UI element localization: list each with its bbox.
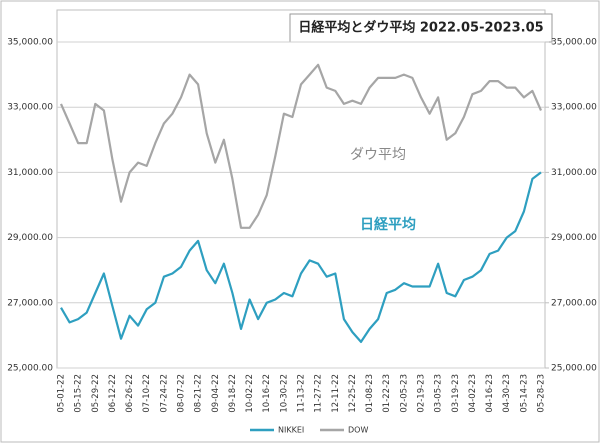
- x-tick-label: 12-25-22: [348, 374, 358, 413]
- x-tick-label: 08-21-22: [194, 374, 204, 413]
- x-tick-label: 10-16-22: [262, 374, 272, 413]
- y2-tick-label: 27,000.00: [551, 298, 597, 308]
- y2-tick-label: 29,000.00: [551, 233, 597, 243]
- x-tick-label: 04-02-23: [468, 374, 478, 413]
- series-line: [60, 171, 542, 343]
- y2-tick-label: 31,000.00: [551, 168, 597, 178]
- y-tick-label: 35,000.00: [7, 38, 53, 48]
- x-tick-label: 05-15-22: [74, 374, 84, 413]
- x-tick-label: 09-04-22: [211, 374, 221, 413]
- x-tick-label: 11-27-22: [314, 374, 324, 413]
- x-tick-label: 05-01-22: [57, 374, 67, 413]
- x-tick-label: 04-30-23: [502, 374, 512, 413]
- x-tick-label: 05-14-23: [519, 374, 529, 413]
- series-line: [59, 63, 543, 229]
- y-tick-label: 29,000.00: [7, 233, 53, 243]
- y2-tick-label: 35,000.00: [551, 38, 597, 48]
- chart-title: 日経平均とダウ平均 2022.05-2023.05: [298, 20, 543, 36]
- title-box: [289, 13, 553, 43]
- x-tick-label: 03-19-23: [451, 374, 461, 413]
- y-tick-label: 31,000.00: [7, 168, 53, 178]
- legend-label: NIKKEI: [278, 426, 304, 435]
- x-tick-label: 07-24-22: [159, 374, 169, 413]
- y2-tick-label: 25,000.00: [551, 364, 597, 374]
- x-tick-label: 09-18-22: [228, 374, 238, 413]
- x-tick-label: 06-26-22: [125, 374, 135, 413]
- x-tick-label: 05-28-23: [537, 374, 547, 413]
- x-tick-label: 03-05-23: [434, 374, 444, 413]
- x-tick-label: 10-02-22: [245, 374, 255, 413]
- x-tick-label: 02-05-23: [399, 374, 409, 413]
- x-tick-label: 10-30-22: [279, 374, 289, 413]
- y-tick-label: 25,000.00: [7, 364, 53, 374]
- y-tick-label: 33,000.00: [7, 103, 53, 113]
- x-tick-label: 04-16-23: [485, 374, 495, 413]
- y-tick-label: 27,000.00: [7, 298, 53, 308]
- x-tick-label: 12-11-22: [331, 374, 341, 413]
- x-tick-label: 02-19-23: [417, 374, 427, 413]
- x-tick-label: 11-13-22: [297, 374, 307, 413]
- legend-label: DOW: [348, 426, 368, 435]
- annotation: 日経平均: [360, 216, 416, 233]
- x-tick-label: 07-10-22: [142, 374, 152, 413]
- x-tick-label: 01-08-23: [365, 374, 375, 413]
- annotation: ダウ平均: [350, 147, 406, 163]
- x-tick-label: 05-29-22: [91, 374, 101, 413]
- y2-tick-label: 33,000.00: [551, 103, 597, 113]
- x-tick-label: 01-22-23: [382, 374, 392, 413]
- x-tick-label: 06-12-22: [108, 374, 118, 413]
- x-tick-label: 08-07-22: [177, 374, 187, 413]
